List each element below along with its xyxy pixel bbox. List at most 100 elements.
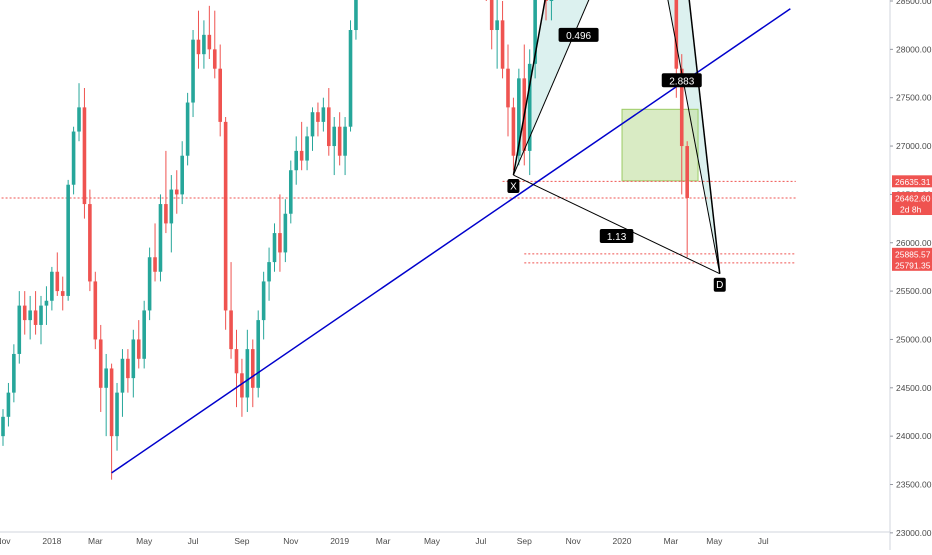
candle [240,358,244,417]
candle [278,194,282,272]
candle [109,363,114,480]
candle [158,194,163,282]
time-axis-tick-label: 2018 [42,536,61,546]
candle-body [500,20,505,69]
candle [332,117,337,176]
candle-body [93,281,98,340]
candle [44,286,49,325]
candle-body [321,107,326,122]
price-label-bg [892,175,932,188]
price-label-text: 26635.31 [895,177,931,187]
candle [500,1,505,79]
time-axis-tick-label: 2019 [330,536,349,546]
candle-body [256,320,261,388]
time-axis-tick-label: Mar [664,536,679,546]
candle-body [202,34,206,55]
point-label-bg [507,179,520,194]
candle [250,339,255,408]
candle [327,88,331,156]
candle-body [305,136,309,161]
time-axis-tick-label: Jul [188,536,199,546]
candle-body [98,339,103,388]
candle [88,189,92,292]
candle [6,382,11,427]
candle [256,310,261,398]
candle [98,324,103,412]
candle-body [212,49,217,69]
candle-body [191,39,195,103]
price-label: 25885.57 [892,247,932,260]
pattern-leg-xa [512,0,546,176]
ratio-label-bg [661,73,702,88]
candle-body [240,373,244,398]
time-axis-tick-label: Sep [234,536,249,546]
candle-body [6,392,11,417]
candle-body [196,39,201,55]
candle-body [250,349,255,388]
candle [527,49,532,176]
candle [533,0,537,79]
time-axis-tick-label: Nov [283,536,299,546]
candle [191,30,195,118]
candle [28,295,32,340]
candle-body [1,416,5,437]
candle-body [33,310,38,325]
candle-body [527,63,532,151]
candle [485,0,487,1]
candle [66,179,70,301]
candle-body [316,112,320,122]
time-axis-tick-label: May [424,536,441,546]
candle-body [180,155,184,195]
candle [104,353,108,437]
candle [33,291,38,335]
ratio-label-text: 1.13 [607,232,627,243]
candle [489,0,494,50]
candle [126,349,130,393]
candle-body [28,310,32,321]
price-label: 25791.35 [892,258,932,271]
candle-body [218,68,222,122]
time-axis-tick-label: May [136,536,153,546]
ratio-label-bg [599,228,634,243]
price-axis-tick-label: 26000.00 [896,238,932,248]
candle-body [185,102,190,156]
candle-body [66,184,70,296]
point-label-bg [713,277,726,292]
candle-body [327,107,331,147]
price-axis-tick-label: 23500.00 [896,480,932,490]
candle-body [82,107,87,205]
candle [321,97,326,132]
candle-body [337,126,342,156]
candle-body [283,213,288,253]
candle [218,44,222,137]
candle-body [88,204,92,282]
candle [685,141,689,258]
candle-body [22,305,27,321]
price-axis-tick-label: 24000.00 [896,431,932,441]
candle-body [136,339,141,359]
candle-body [12,353,16,393]
candle [234,329,239,408]
price-axis: 23000.00 23500.00 24000.00 24500.00 25000.00… [890,0,932,538]
candle-body [77,107,81,132]
candle [544,0,548,21]
time-axis-tick-label: Mar [88,536,103,546]
candle-body [533,0,537,64]
candle [549,0,554,21]
time-axis-tick-label: Sep [517,536,532,546]
candle [60,276,65,311]
candle [288,160,293,224]
price-label-text: 25791.35 [895,260,931,270]
candle-body [267,262,271,282]
candle [153,223,157,282]
candle-body [174,189,179,195]
candle [77,83,81,142]
candle-body [126,358,130,379]
candle [39,295,43,345]
point-label-x: X [507,179,520,194]
price-axis-tick-label: 25500.00 [896,286,932,296]
